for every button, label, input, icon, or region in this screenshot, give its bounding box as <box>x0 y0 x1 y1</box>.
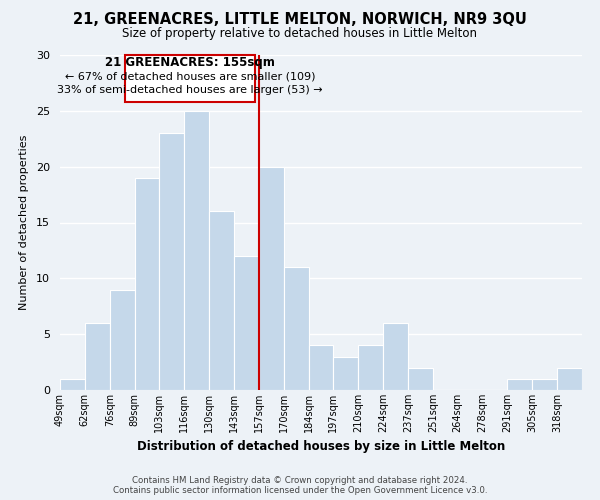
Y-axis label: Number of detached properties: Number of detached properties <box>19 135 29 310</box>
Text: 21 GREENACRES: 155sqm: 21 GREENACRES: 155sqm <box>105 56 275 69</box>
Bar <box>134 178 160 390</box>
Bar <box>284 267 308 390</box>
Bar <box>160 133 184 390</box>
Bar <box>383 323 408 390</box>
Bar <box>60 379 85 390</box>
Bar <box>209 212 234 390</box>
X-axis label: Distribution of detached houses by size in Little Melton: Distribution of detached houses by size … <box>137 440 505 454</box>
FancyBboxPatch shape <box>125 55 255 102</box>
Text: Size of property relative to detached houses in Little Melton: Size of property relative to detached ho… <box>122 28 478 40</box>
Text: 33% of semi-detached houses are larger (53) →: 33% of semi-detached houses are larger (… <box>57 85 323 95</box>
Text: 21, GREENACRES, LITTLE MELTON, NORWICH, NR9 3QU: 21, GREENACRES, LITTLE MELTON, NORWICH, … <box>73 12 527 28</box>
Bar <box>508 379 532 390</box>
Bar <box>110 290 134 390</box>
Bar <box>234 256 259 390</box>
Text: ← 67% of detached houses are smaller (109): ← 67% of detached houses are smaller (10… <box>65 71 315 81</box>
Bar <box>358 346 383 390</box>
Bar <box>308 346 334 390</box>
Bar <box>557 368 582 390</box>
Bar <box>85 323 110 390</box>
Bar <box>532 379 557 390</box>
Text: Contains HM Land Registry data © Crown copyright and database right 2024.
Contai: Contains HM Land Registry data © Crown c… <box>113 476 487 495</box>
Bar <box>259 166 284 390</box>
Bar <box>334 356 358 390</box>
Bar <box>408 368 433 390</box>
Bar <box>184 111 209 390</box>
